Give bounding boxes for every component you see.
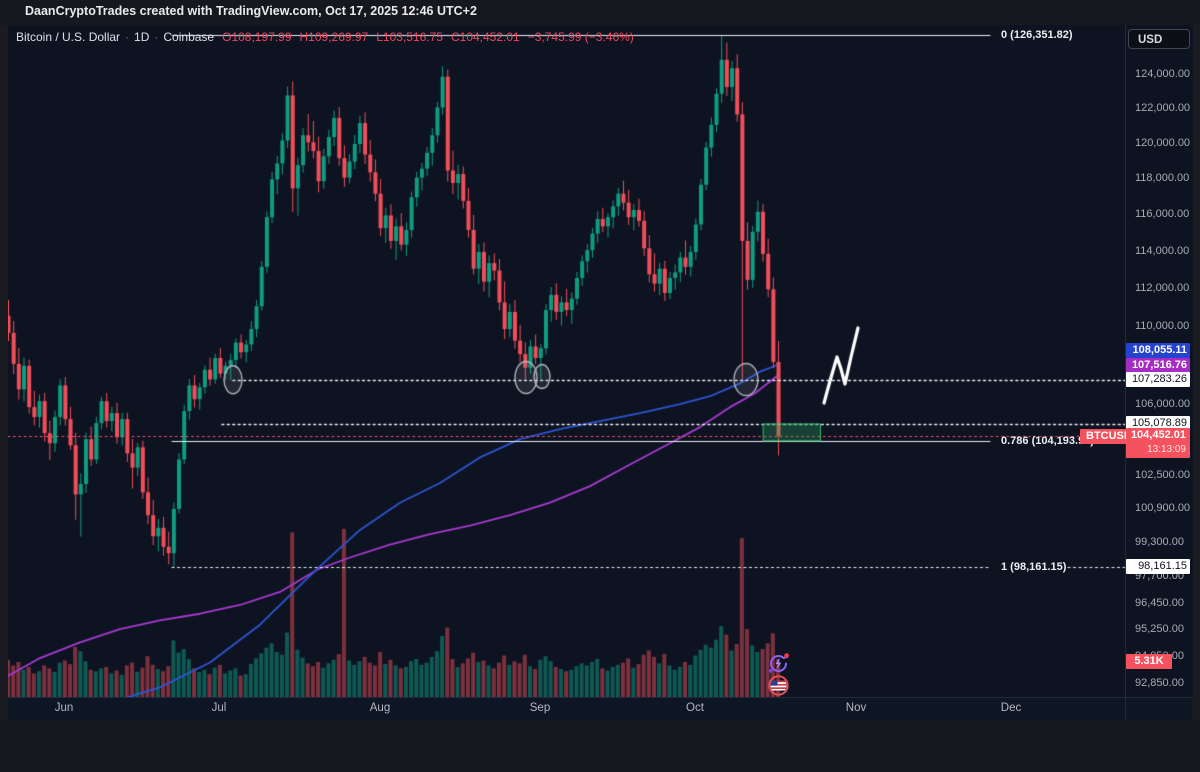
price-chart-canvas[interactable] bbox=[8, 25, 1125, 697]
low-label: L bbox=[376, 30, 383, 44]
low-value: 103,516.75 bbox=[382, 30, 443, 44]
symbol-title[interactable]: Bitcoin / U.S. Dollar bbox=[16, 30, 121, 44]
month-label-dec: Dec bbox=[1000, 702, 1022, 714]
price-tick: 116,000.00 bbox=[1135, 208, 1190, 221]
bar-countdown: 13:13:09 bbox=[1147, 444, 1186, 456]
month-label-jun: Jun bbox=[54, 702, 74, 714]
chart-widget: Bitcoin / U.S. Dollar · 1D · Coinbase O108,19… bbox=[8, 25, 1193, 721]
footer-banner: TradingView bbox=[0, 720, 1200, 772]
price-tick: 124,000.00 bbox=[1135, 68, 1191, 80]
volume-value-label: 5.31K bbox=[1126, 653, 1172, 669]
symbol-tag-btcusd: BTCUSD bbox=[1080, 428, 1138, 444]
price-tick: 122,000.00 bbox=[1135, 102, 1191, 115]
price-tick: 118,000.00 bbox=[1135, 172, 1190, 185]
month-label-oct: Oct bbox=[686, 702, 704, 714]
fib-level-0786-label: 0.786 (104,193.95) bbox=[1001, 435, 1094, 448]
attribution-text: DaanCryptoTrades created with TradingVie… bbox=[25, 4, 477, 18]
open-value: 108,197.99 bbox=[231, 30, 292, 44]
price-tick: 95,250.00 bbox=[1135, 623, 1184, 636]
month-label-aug: Aug bbox=[369, 702, 391, 714]
last-price-value: 104,452.01 bbox=[1130, 429, 1186, 442]
high-label: H bbox=[299, 30, 309, 44]
month-label-nov: Nov bbox=[845, 702, 867, 714]
high-value: 109,269.97 bbox=[308, 30, 369, 44]
close-value: 104,452.01 bbox=[459, 30, 520, 44]
events-refresh-lightning-icon[interactable] bbox=[766, 651, 791, 681]
price-tick: 92,850.00 bbox=[1135, 676, 1184, 689]
price-tick: 110,000.00 bbox=[1135, 320, 1190, 333]
axis-corner-separator bbox=[1125, 698, 1126, 721]
month-label-jul: Jul bbox=[211, 702, 227, 714]
price-tick: 114,000.00 bbox=[1135, 244, 1190, 257]
last-price-label: 104,452.01 13:13:09 bbox=[1126, 428, 1190, 459]
month-label-sep: Sep bbox=[529, 702, 551, 714]
price-tick: 106,000.00 bbox=[1135, 398, 1191, 411]
price-tick: 102,500.00 bbox=[1135, 468, 1191, 481]
price-tick: 96,450.00 bbox=[1135, 596, 1184, 609]
price-tick: 112,000.00 bbox=[1135, 282, 1190, 295]
close-label: C bbox=[450, 30, 460, 44]
legend-separator: · bbox=[125, 30, 130, 44]
change-value: −3,745.99 (−3.46%) bbox=[527, 30, 634, 44]
level-105078-label: 105,078.89 bbox=[1126, 416, 1190, 432]
ma-purple-price-label: 107,516.76 bbox=[1126, 357, 1190, 373]
price-tick: 120,000.00 bbox=[1135, 137, 1191, 150]
attribution-banner: DaanCryptoTrades created with TradingVie… bbox=[0, 0, 1200, 25]
us-flag-event-icon[interactable] bbox=[768, 675, 789, 701]
time-axis[interactable]: Jun Jul Aug Sep Oct Nov Dec bbox=[8, 697, 1192, 721]
interval-label[interactable]: 1D bbox=[134, 30, 150, 44]
legend-separator: · bbox=[154, 30, 159, 44]
price-tick: 99,300.00 bbox=[1135, 535, 1184, 548]
ma-blue-price-label: 108,055.11 bbox=[1126, 342, 1190, 358]
level-98161-label: 98,161.15 bbox=[1126, 559, 1190, 575]
price-tick: 100,900.00 bbox=[1135, 501, 1191, 514]
level-107283-label: 107,283.26 bbox=[1126, 372, 1190, 388]
fib-level-1-label: 1 (98,161.15) bbox=[1001, 560, 1067, 573]
chart-legend: Bitcoin / U.S. Dollar · 1D · Coinbase O108,19… bbox=[16, 30, 634, 46]
currency-usd-button[interactable]: USD bbox=[1128, 29, 1190, 49]
open-label: O bbox=[222, 30, 232, 44]
fib-level-0-label: 0 (126,351.82) bbox=[1001, 29, 1073, 42]
exchange-label[interactable]: Coinbase bbox=[163, 30, 215, 44]
